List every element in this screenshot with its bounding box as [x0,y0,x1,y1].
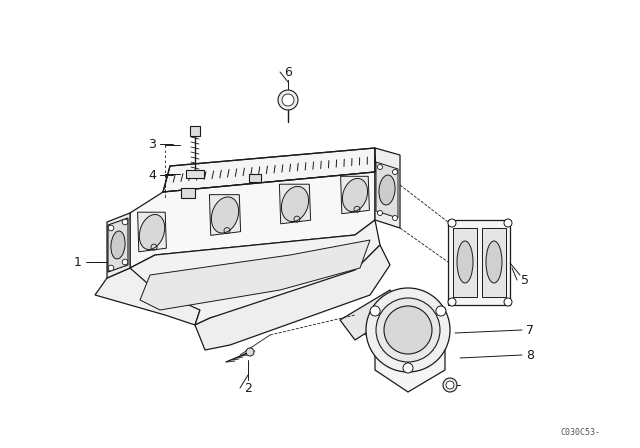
Ellipse shape [211,197,239,233]
Circle shape [122,219,128,225]
Polygon shape [340,290,405,340]
Polygon shape [375,308,445,392]
Ellipse shape [486,241,502,283]
Circle shape [282,94,294,106]
Polygon shape [108,218,128,272]
Circle shape [122,259,128,265]
Circle shape [384,306,432,354]
Circle shape [504,219,512,227]
Circle shape [108,265,114,271]
Circle shape [378,211,383,215]
Polygon shape [130,220,380,325]
Polygon shape [209,194,241,235]
Circle shape [378,164,383,169]
Circle shape [370,306,380,316]
Circle shape [446,381,454,389]
Circle shape [376,298,440,362]
Polygon shape [482,228,506,297]
Polygon shape [376,162,398,218]
Circle shape [246,348,254,356]
Ellipse shape [379,175,395,205]
Text: C030C53-: C030C53- [560,427,600,436]
Polygon shape [186,170,204,178]
Text: 7: 7 [526,323,534,336]
Circle shape [392,215,397,220]
Polygon shape [130,172,375,268]
Text: 4: 4 [148,168,156,181]
Polygon shape [95,268,200,325]
Circle shape [504,298,512,306]
Circle shape [278,90,298,110]
Polygon shape [107,213,130,278]
Circle shape [392,169,397,175]
Text: 6: 6 [284,65,292,78]
Polygon shape [453,228,477,297]
Circle shape [443,378,457,392]
Text: 2: 2 [244,382,252,395]
Polygon shape [140,240,370,310]
Ellipse shape [140,215,164,250]
Polygon shape [249,174,261,182]
Polygon shape [448,220,510,305]
Circle shape [436,306,446,316]
Circle shape [448,298,456,306]
Text: 1: 1 [74,255,82,268]
Ellipse shape [342,178,367,211]
Ellipse shape [111,231,125,259]
Ellipse shape [282,186,308,222]
Ellipse shape [457,241,473,283]
Polygon shape [163,148,375,192]
Polygon shape [190,126,200,136]
Polygon shape [280,184,310,224]
Polygon shape [340,177,369,214]
Text: 8: 8 [526,349,534,362]
Polygon shape [375,148,400,228]
Circle shape [403,363,413,373]
Polygon shape [181,188,195,198]
Polygon shape [195,245,390,350]
Text: 3: 3 [148,138,156,151]
Polygon shape [138,212,166,252]
Circle shape [448,219,456,227]
Circle shape [108,225,114,231]
Circle shape [366,288,450,372]
Text: 5: 5 [521,273,529,287]
